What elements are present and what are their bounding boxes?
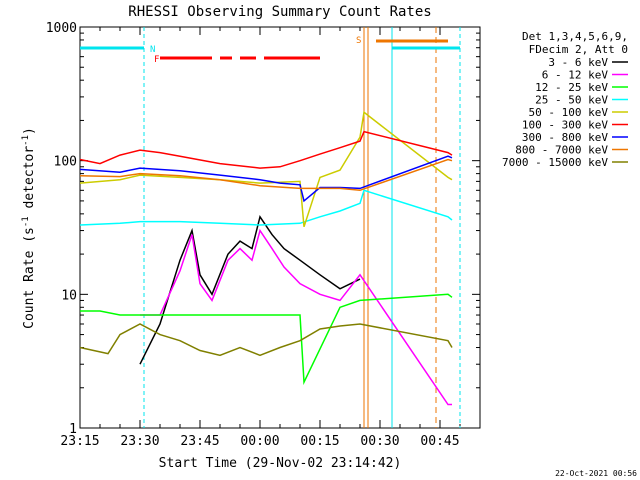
- y-axis-title: Count Rate (s-1 detector-1): [21, 127, 37, 329]
- chart-title: RHESSI Observing Summary Count Rates: [128, 4, 431, 20]
- legend-label: 100 - 300 keV: [522, 119, 608, 132]
- legend-label: 12 - 25 keV: [535, 81, 608, 94]
- y-tick-label: 10: [61, 288, 77, 303]
- series-line-4: [79, 189, 453, 226]
- series-line-7: [79, 155, 453, 203]
- x-tick-label: 00:00: [240, 434, 279, 449]
- y-tick-label: 100: [54, 155, 77, 170]
- x-tick-label: 23:15: [60, 434, 99, 449]
- series-line-8: [79, 158, 453, 192]
- legend-label: 50 - 100 keV: [529, 106, 609, 119]
- legend-label: 6 - 12 keV: [542, 69, 609, 82]
- series-line-9: [79, 323, 453, 357]
- series-line-1: [139, 214, 361, 365]
- series-line-6: [79, 130, 453, 169]
- y-axis-ticks: 1 10 100 1000: [46, 21, 480, 437]
- x-tick-label: 23:45: [180, 434, 219, 449]
- legend-title-line: FDecim 2, Att 0: [529, 43, 628, 56]
- x-axis-title: Start Time (29-Nov-02 23:14:42): [159, 456, 402, 471]
- x-tick-label: 00:30: [360, 434, 399, 449]
- legend-label: 3 - 6 keV: [548, 56, 608, 69]
- x-axis-ticks: 23:15 23:30 23:45 00:00 00:15 00:30 00:45: [60, 27, 481, 449]
- series-line-2: [140, 228, 452, 406]
- footer-timestamp: 22-Oct-2021 00:56: [555, 469, 637, 478]
- saa-flag-label: S: [356, 36, 361, 46]
- flare-flag-label: F: [154, 55, 159, 65]
- series-line-5: [79, 110, 453, 228]
- x-tick-label: 00:15: [300, 434, 339, 449]
- y-tick-label: 1: [69, 422, 77, 437]
- series-line-3: [80, 293, 453, 386]
- x-tick-label: 00:45: [420, 434, 459, 449]
- series-lines: [79, 110, 453, 406]
- legend-label: 25 - 50 keV: [535, 94, 608, 107]
- legend-label: 800 - 7000 keV: [515, 144, 608, 157]
- plot-frame: [79, 26, 481, 429]
- legend-label: 7000 - 15000 keV: [502, 156, 608, 169]
- y-tick-label: 1000: [46, 21, 77, 36]
- time-markers: [143, 27, 461, 428]
- x-tick-label: 23:30: [120, 434, 159, 449]
- flag-bars: NF S: [80, 36, 460, 65]
- legend-label: 300 - 800 keV: [522, 131, 608, 144]
- legend: Det 1,3,4,5,6,9,FDecim 2, Att 03 - 6 keV…: [502, 30, 628, 169]
- legend-title-line: Det 1,3,4,5,6,9,: [522, 30, 628, 43]
- night-flag-label: N: [150, 45, 155, 55]
